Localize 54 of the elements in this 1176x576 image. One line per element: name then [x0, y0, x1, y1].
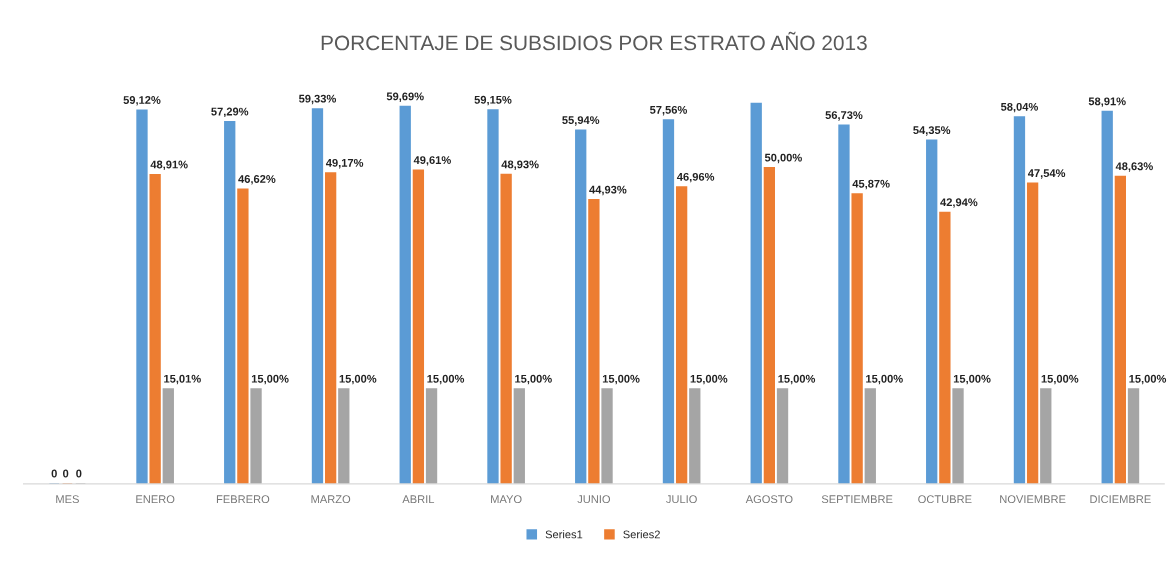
data-label: 58,04% — [1000, 102, 1039, 113]
data-label: 59,15% — [474, 95, 512, 106]
data-label: 15,00% — [251, 374, 289, 385]
x-tick-label: SEPTIEMBRE — [821, 495, 893, 504]
x-tick-label: OCTUBRE — [918, 495, 972, 504]
x-tick-label: JULIO — [666, 495, 697, 504]
data-label: 54,35% — [913, 126, 951, 136]
x-tick-label: MES — [56, 495, 79, 504]
data-label: 56,73% — [825, 111, 863, 121]
data-label: 15,01% — [164, 374, 201, 385]
x-tick-label: AGOSTO — [745, 495, 793, 504]
x-tick-label: ENERO — [136, 495, 175, 504]
data-label: 50,00% — [764, 153, 802, 164]
data-label: 15,00% — [602, 374, 640, 385]
data-label: 59,12% — [123, 96, 161, 106]
data-label: 15,00% — [1129, 374, 1167, 385]
data-label: 15,00% — [690, 374, 728, 385]
data-label: 47,54% — [1027, 169, 1066, 179]
data-label: 15,00% — [778, 374, 816, 385]
x-tick-label: MAYO — [491, 495, 522, 504]
x-tick-label: MARZO — [311, 495, 351, 504]
x-tick-label: ABRIL — [402, 495, 435, 503]
data-label: 49,17% — [325, 158, 364, 169]
data-label: 0 — [63, 469, 69, 478]
x-tick-label: NOVIEMBRE — [1000, 495, 1066, 504]
data-label: 46,62% — [238, 175, 276, 185]
data-label: 0 — [76, 469, 82, 478]
x-tick-label: DICIEMBRE — [1090, 495, 1151, 504]
data-label: 57,56% — [649, 105, 688, 116]
data-label: 15,00% — [1041, 374, 1079, 385]
x-tick-label: JUNIO — [577, 495, 611, 504]
data-label: 48,63% — [1115, 162, 1153, 172]
data-label: 15,00% — [427, 374, 465, 385]
x-tick-label: FEBRERO — [216, 495, 270, 504]
data-label: 59,69% — [386, 92, 424, 102]
data-label: 15,00% — [866, 374, 903, 385]
data-label: 0 — [51, 469, 57, 478]
chart-title: PORCENTAJE DE SUBSIDIOS POR ESTRATO AÑO 2013 — [321, 31, 867, 51]
data-label: 48,93% — [501, 160, 539, 170]
data-label: 46,96% — [676, 172, 715, 183]
data-label: 55,94% — [562, 116, 600, 126]
data-label: 49,61% — [413, 156, 451, 166]
data-label: 59,33% — [298, 94, 337, 105]
data-label: 45,87% — [852, 179, 890, 190]
data-label: 15,00% — [515, 374, 552, 385]
data-label: 48,91% — [150, 160, 188, 171]
data-label: 58,91% — [1088, 97, 1126, 107]
data-label: 44,93% — [589, 185, 627, 196]
legend-label: Series2 — [623, 530, 660, 539]
data-label: 15,00% — [339, 374, 377, 385]
data-label: 15,00% — [953, 374, 991, 385]
legend-label: Series1 — [545, 530, 583, 539]
data-label: 42,94% — [940, 198, 978, 208]
data-label: 57,29% — [211, 107, 249, 118]
